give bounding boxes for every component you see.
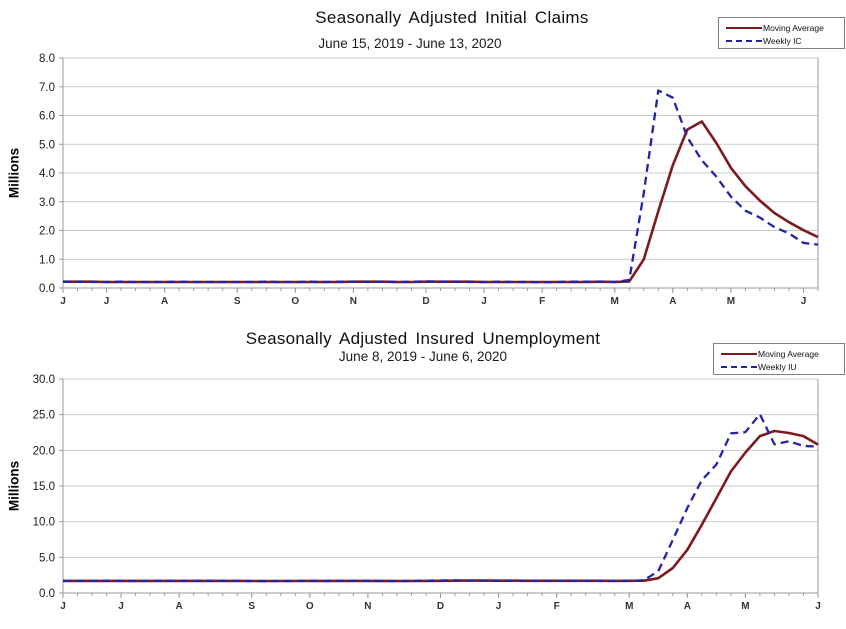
svg-text:M: M xyxy=(611,296,619,307)
svg-text:3.0: 3.0 xyxy=(39,197,55,209)
svg-text:M: M xyxy=(741,601,749,612)
svg-text:7.0: 7.0 xyxy=(39,82,55,94)
svg-text:A: A xyxy=(161,296,168,307)
y-axis-label-millions: Millions xyxy=(6,460,22,512)
svg-text:J: J xyxy=(815,601,821,612)
svg-text:A: A xyxy=(669,296,676,307)
svg-text:J: J xyxy=(496,601,502,612)
legend-label-weekly-iu: Weekly IU xyxy=(758,361,797,372)
svg-text:10.0: 10.0 xyxy=(33,517,55,529)
svg-text:5.0: 5.0 xyxy=(39,552,55,564)
legend-entry-moving-average: Moving Average xyxy=(726,21,842,34)
svg-text:6.0: 6.0 xyxy=(39,111,55,123)
initial-claims-title: Seasonally Adjusted Initial Claims xyxy=(315,8,589,27)
legend-label-weekly-ic: Weekly IC xyxy=(763,35,802,46)
svg-text:M: M xyxy=(727,296,735,307)
svg-text:F: F xyxy=(554,601,560,612)
initial-claims-subtitle: June 15, 2019 - June 13, 2020 xyxy=(318,36,502,51)
svg-text:O: O xyxy=(291,296,299,307)
insured-unemployment-chart: 0.0 5.0 10.0 15.0 20.0 25.0 30.0 J J A S O N D J F M A M J … xyxy=(0,317,846,629)
svg-text:S: S xyxy=(248,601,255,612)
legend-label-moving-average: Moving Average xyxy=(763,22,824,33)
svg-text:J: J xyxy=(60,601,66,612)
insured-unemployment-subtitle: June 8, 2019 - June 6, 2020 xyxy=(338,349,508,364)
svg-text:30.0: 30.0 xyxy=(33,374,55,386)
legend-entry-weekly-ic: Weekly IC xyxy=(726,34,842,47)
svg-text:0.0: 0.0 xyxy=(39,283,55,295)
weekly-iu-line-swatch xyxy=(721,365,757,368)
svg-text:5.0: 5.0 xyxy=(39,139,55,151)
svg-text:N: N xyxy=(364,601,371,612)
svg-text:N: N xyxy=(350,296,357,307)
svg-text:20.0: 20.0 xyxy=(33,445,55,457)
svg-text:M: M xyxy=(625,601,633,612)
legend-entry-moving-average: Moving Average xyxy=(721,347,842,360)
insured-unemployment-legend: Moving Average Weekly IU xyxy=(713,343,845,375)
moving-average-line-swatch xyxy=(726,26,762,29)
y-axis-label-millions: Millions xyxy=(6,147,22,199)
svg-text:J: J xyxy=(104,296,110,307)
svg-text:J: J xyxy=(481,296,487,307)
svg-text:S: S xyxy=(234,296,241,307)
svg-text:J: J xyxy=(60,296,66,307)
svg-text:A: A xyxy=(684,601,691,612)
svg-text:0.0: 0.0 xyxy=(39,588,55,600)
svg-text:J: J xyxy=(801,296,807,307)
svg-text:A: A xyxy=(176,601,183,612)
svg-text:25.0: 25.0 xyxy=(33,410,55,422)
moving-average-line-swatch xyxy=(721,352,757,355)
svg-text:F: F xyxy=(539,296,545,307)
svg-text:1.0: 1.0 xyxy=(39,254,55,266)
insured-unemployment-title: Seasonally Adjusted Insured Unemployment xyxy=(245,329,601,348)
initial-claims-legend: Moving Average Weekly IC xyxy=(718,17,845,49)
weekly-ic-line-swatch xyxy=(726,39,762,42)
initial-claims-chart: 0.0 1.0 2.0 3.0 4.0 5.0 6.0 7.0 8.0 J J A S O N D J F M A M J… xyxy=(6,8,845,307)
svg-text:O: O xyxy=(306,601,314,612)
svg-text:8.0: 8.0 xyxy=(39,53,55,65)
svg-text:D: D xyxy=(422,296,429,307)
insured-unemployment-plot: 0.0 5.0 10.0 15.0 20.0 25.0 30.0 J J A S O N D J F M A M J xyxy=(33,374,821,612)
legend-label-moving-average: Moving Average xyxy=(758,348,819,359)
svg-text:D: D xyxy=(437,601,444,612)
svg-text:2.0: 2.0 xyxy=(39,226,55,238)
svg-text:15.0: 15.0 xyxy=(33,481,55,493)
svg-text:J: J xyxy=(118,601,124,612)
initial-claims-plot: 0.0 1.0 2.0 3.0 4.0 5.0 6.0 7.0 8.0 J J A S O N D J F M A M J xyxy=(39,53,819,307)
legend-entry-weekly-iu: Weekly IU xyxy=(721,360,842,373)
svg-text:4.0: 4.0 xyxy=(39,168,55,180)
